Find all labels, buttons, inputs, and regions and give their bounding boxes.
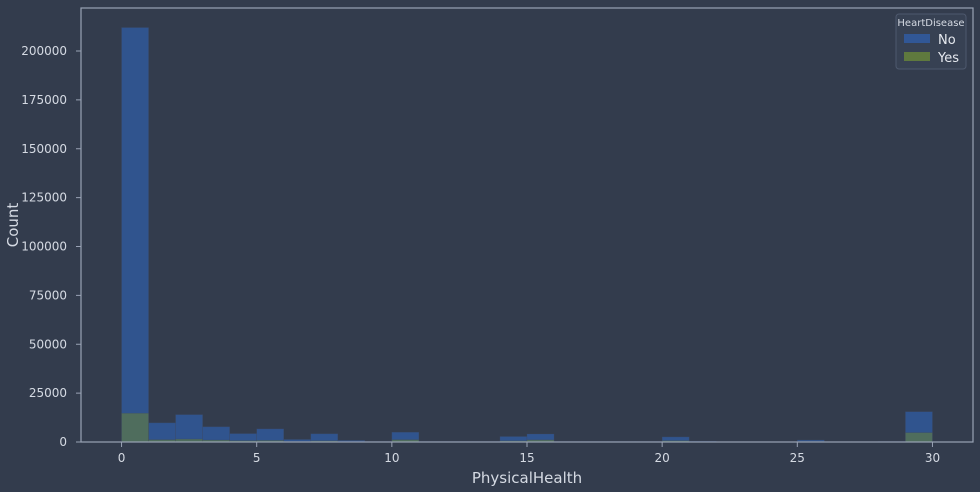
y-tick-label: 100000 — [21, 240, 67, 254]
legend: HeartDisease No Yes — [895, 13, 967, 70]
x-axis-label: PhysicalHealth — [472, 469, 582, 487]
x-tick-label: 30 — [925, 451, 940, 465]
bar-no-0 — [121, 27, 149, 443]
legend-title: HeartDisease — [897, 18, 964, 29]
x-tick-label: 25 — [790, 451, 805, 465]
y-tick-label: 75000 — [29, 288, 67, 302]
x-tick-label: 15 — [519, 451, 534, 465]
y-tick-label: 50000 — [29, 337, 67, 351]
y-tick-label: 25000 — [29, 386, 67, 400]
bar-yes-29 — [905, 432, 933, 443]
tick-marks: 0 5 10 15 20 25 30 0 25000 50000 75000 100000 125000… — [21, 44, 940, 465]
bar-no-5 — [256, 428, 285, 443]
x-tick-label: 10 — [384, 451, 399, 465]
series-no-bars — [121, 27, 933, 443]
axes — [80, 7, 974, 443]
bar-no-3 — [202, 426, 230, 443]
x-tick-label: 5 — [253, 451, 261, 465]
y-axis-label: Count — [4, 203, 22, 248]
x-tick-label: 0 — [118, 451, 126, 465]
y-tick-label: 150000 — [21, 142, 67, 156]
bar-no-1 — [148, 422, 176, 443]
y-tick-label: 200000 — [21, 44, 67, 58]
y-tick-label: 175000 — [21, 93, 67, 107]
legend-label-yes: Yes — [937, 51, 959, 66]
bar-yes-0 — [121, 412, 149, 443]
y-tick-label: 0 — [59, 435, 67, 449]
bar-no-2 — [175, 414, 203, 443]
y-tick-label: 125000 — [21, 191, 67, 205]
legend-swatch-no — [904, 34, 930, 43]
x-tick-label: 20 — [655, 451, 670, 465]
legend-label-no: No — [938, 33, 956, 48]
plot-frame — [80, 7, 974, 443]
legend-swatch-yes — [904, 52, 930, 61]
